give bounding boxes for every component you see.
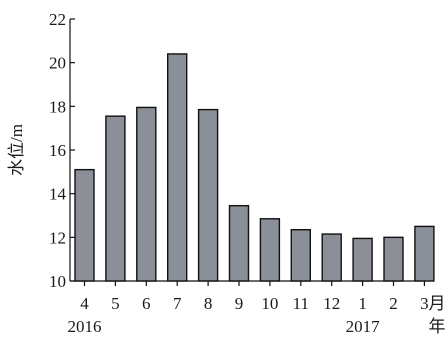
x-tick-label: 4 bbox=[80, 294, 89, 313]
x-ticks: 4 5 6 7 8 9 10 11 12 1 2 3 bbox=[80, 281, 429, 313]
x-tick-label: 8 bbox=[204, 294, 213, 313]
y-axis-title: 水位/m bbox=[7, 124, 26, 176]
y-tick-label: 16 bbox=[49, 141, 66, 160]
year-label: 2017 bbox=[346, 317, 381, 336]
bar-month-1 bbox=[352, 237, 373, 282]
x-tick-label: 5 bbox=[111, 294, 120, 313]
bar-month-10 bbox=[259, 218, 281, 282]
bar-month-12 bbox=[321, 233, 342, 282]
y-tick-label: 18 bbox=[49, 97, 66, 116]
bar-month-8 bbox=[197, 108, 219, 282]
y-ticks: 10 12 14 16 18 20 22 bbox=[49, 10, 75, 291]
x-tick-label: 9 bbox=[235, 294, 244, 313]
bar-month-9 bbox=[228, 204, 250, 282]
y-tick-label: 14 bbox=[49, 185, 67, 204]
y-tick-label: 10 bbox=[49, 272, 66, 291]
bar-month-6 bbox=[136, 106, 157, 282]
bars bbox=[74, 53, 435, 282]
x-axis-unit-year: 年 bbox=[429, 317, 446, 336]
y-tick-label: 12 bbox=[49, 228, 66, 247]
bar-month-5 bbox=[105, 115, 126, 282]
x-tick-label: 6 bbox=[142, 294, 151, 313]
x-axis-unit-month: 月 bbox=[429, 294, 446, 313]
bar-month-4 bbox=[74, 168, 95, 282]
x-tick-label: 2 bbox=[389, 294, 398, 313]
bar-month-3 bbox=[414, 225, 435, 282]
x-tick-label: 10 bbox=[261, 294, 278, 313]
x-tick-label: 12 bbox=[323, 294, 340, 313]
bar-month-7 bbox=[166, 53, 188, 282]
x-tick-label: 7 bbox=[173, 294, 182, 313]
x-tick-label: 3 bbox=[420, 294, 429, 313]
year-label: 2016 bbox=[68, 317, 102, 336]
year-labels: 2016 2017 bbox=[68, 317, 381, 336]
y-tick-label: 22 bbox=[49, 10, 66, 29]
y-tick-label: 20 bbox=[49, 54, 66, 73]
bar-month-11 bbox=[290, 228, 311, 282]
x-tick-label: 11 bbox=[293, 294, 309, 313]
bar-month-2 bbox=[383, 236, 404, 282]
x-tick-label: 1 bbox=[358, 294, 367, 313]
